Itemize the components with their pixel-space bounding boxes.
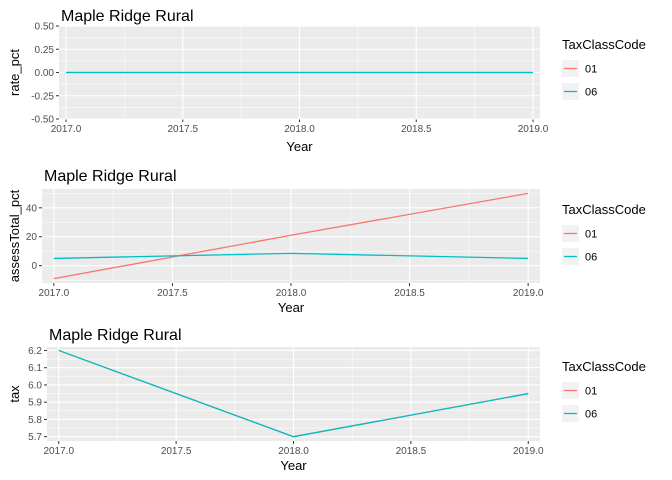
legend-title: TaxClassCode bbox=[562, 37, 646, 52]
y-tick-label: 5.8 bbox=[28, 415, 42, 426]
legend-label-01: 01 bbox=[585, 229, 597, 241]
chart-panel-1: Maple Ridge Rural 2017.0 2017.5 2018.0 2018.… bbox=[7, 8, 646, 154]
chart-title: Maple Ridge Rural bbox=[49, 327, 182, 344]
y-tick-label: -0.25 bbox=[31, 91, 54, 102]
y-tick-label: 40 bbox=[26, 203, 38, 214]
legend-label-01: 01 bbox=[585, 64, 597, 76]
legend-title: TaxClassCode bbox=[562, 202, 646, 217]
x-axis-title: Year bbox=[286, 139, 313, 154]
chart-title: Maple Ridge Rural bbox=[44, 168, 177, 185]
y-tick-label: 5.7 bbox=[28, 432, 42, 443]
legend-label-06: 06 bbox=[585, 409, 597, 421]
legend-title: TaxClassCode bbox=[562, 359, 646, 374]
legend: TaxClassCode 01 06 bbox=[562, 359, 646, 422]
legend: TaxClassCode 01 06 bbox=[562, 202, 646, 265]
y-tick-label: 6.2 bbox=[28, 346, 42, 357]
series-line-01 bbox=[53, 192, 529, 280]
x-tick-label: 2017.5 bbox=[167, 124, 198, 135]
y-tick-label: 0.25 bbox=[35, 45, 55, 56]
x-tick-label: 2017.5 bbox=[157, 288, 188, 299]
y-tick-label: 5.9 bbox=[28, 398, 42, 409]
series-line-06 bbox=[53, 252, 529, 260]
y-tick-label: -0.50 bbox=[31, 115, 54, 126]
chart-panel-3: Maple Ridge Rural 2017.0 2017.5 2018.0 2018.… bbox=[7, 327, 646, 473]
x-tick-label: 2018.0 bbox=[278, 446, 309, 457]
y-tick-label: 0.50 bbox=[35, 22, 55, 33]
y-tick-label: 6.0 bbox=[28, 380, 42, 391]
x-tick-label: 2018.0 bbox=[284, 124, 315, 135]
legend-label-06: 06 bbox=[585, 252, 597, 264]
y-tick-label: 6.1 bbox=[28, 363, 42, 374]
legend-label-01: 01 bbox=[585, 386, 597, 398]
y-tick-label: 0 bbox=[31, 261, 37, 272]
y-axis-title: tax bbox=[7, 385, 22, 403]
y-tick-label: 0.00 bbox=[35, 68, 55, 79]
series-line-06 bbox=[58, 349, 529, 438]
legend-label-06: 06 bbox=[585, 87, 597, 99]
x-tick-label: 2017.5 bbox=[161, 446, 192, 457]
x-tick-label: 2018.0 bbox=[276, 288, 307, 299]
x-tick-label: 2018.5 bbox=[396, 446, 427, 457]
x-tick-label: 2019.0 bbox=[518, 124, 549, 135]
y-axis-title: assessTotal_pct bbox=[7, 189, 22, 282]
chart-title: Maple Ridge Rural bbox=[61, 8, 194, 25]
x-tick-label: 2017.0 bbox=[39, 288, 70, 299]
x-axis-title: Year bbox=[280, 458, 307, 473]
y-tick-label: 20 bbox=[26, 232, 38, 243]
chart-panel-2: Maple Ridge Rural 2017.0 2017.5 2018.0 2018.… bbox=[7, 168, 646, 315]
x-tick-label: 2017.0 bbox=[43, 446, 74, 457]
x-tick-label: 2019.0 bbox=[513, 446, 544, 457]
y-axis-title: rate_pct bbox=[7, 49, 22, 96]
x-tick-label: 2018.5 bbox=[401, 124, 432, 135]
legend: TaxClassCode 01 06 bbox=[562, 37, 646, 100]
x-tick-label: 2019.0 bbox=[513, 288, 544, 299]
x-axis-title: Year bbox=[278, 300, 305, 315]
x-tick-label: 2018.5 bbox=[394, 288, 425, 299]
x-tick-label: 2017.0 bbox=[51, 124, 82, 135]
